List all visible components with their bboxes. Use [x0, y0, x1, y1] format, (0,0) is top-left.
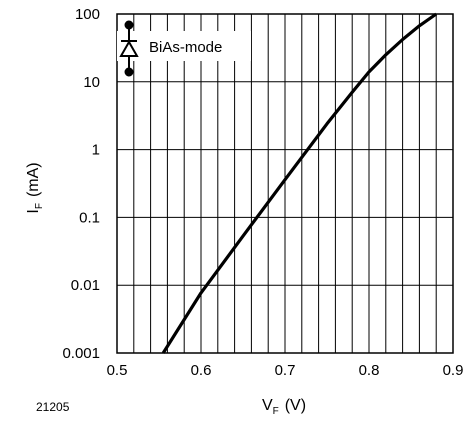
x-axis-label-main: V — [262, 397, 273, 414]
y-tick-label: 10 — [83, 74, 100, 91]
x-axis-label-sub: F — [273, 406, 279, 417]
x-tick-label: 0.8 — [359, 362, 380, 379]
plot-frame — [116, 13, 454, 354]
x-axis-label-unit: (V) — [285, 397, 306, 414]
grid — [117, 14, 453, 353]
y-tick-label: 1 — [92, 142, 100, 159]
series-layer — [161, 12, 438, 354]
y-axis: 0.001 0.01 0.1 1 10 100 — [62, 6, 100, 362]
y-axis-label: IF (mA) — [25, 162, 45, 213]
diode-symbol-icon — [119, 20, 139, 77]
figure-id: 21205 — [36, 400, 70, 414]
y-tick-label: 100 — [75, 6, 100, 23]
legend: BiAs-mode — [117, 20, 251, 77]
x-axis: 0.5 0.6 0.7 0.8 0.9 — [107, 362, 464, 379]
y-tick-label: 0.1 — [79, 209, 100, 226]
x-tick-label: 0.6 — [191, 362, 212, 379]
x-tick-label: 0.5 — [107, 362, 128, 379]
y-axis-label-sub: F — [34, 203, 45, 209]
y-tick-label: 0.01 — [71, 277, 100, 294]
x-tick-label: 0.9 — [443, 362, 464, 379]
legend-box — [117, 31, 251, 61]
y-tick-label: 0.001 — [62, 345, 100, 362]
legend-label: BiAs-mode — [149, 39, 222, 56]
y-axis-label-unit: (mA) — [25, 162, 42, 197]
x-axis-label: VF (V) — [262, 397, 306, 417]
series-line — [161, 12, 438, 354]
y-axis-label-main: I — [25, 209, 42, 213]
x-tick-label: 0.7 — [275, 362, 296, 379]
